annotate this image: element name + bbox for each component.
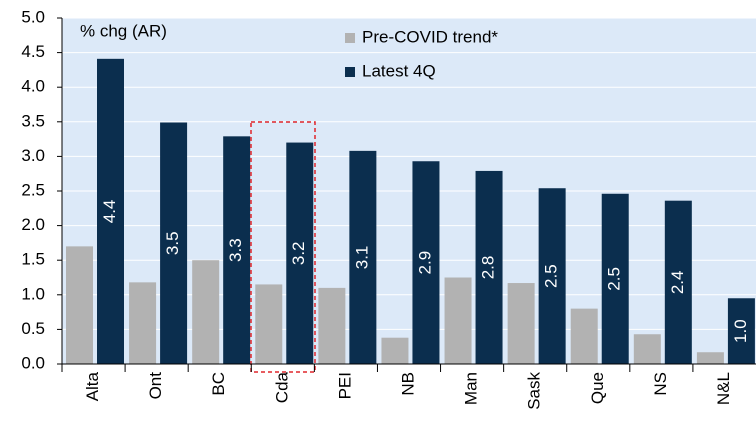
x-tick-label: Cda	[272, 371, 291, 403]
bar	[192, 260, 220, 364]
annotation: % chg (AR)	[80, 21, 167, 40]
data-label: 2.5	[542, 264, 561, 288]
bar	[444, 277, 472, 364]
x-tick-label: BC	[209, 372, 228, 396]
x-tick-label: N&L	[714, 372, 733, 405]
bar	[66, 246, 93, 364]
legend-swatch	[345, 33, 355, 43]
bar	[381, 337, 409, 364]
y-tick-label: 2.5	[21, 180, 45, 199]
y-tick-label: 3.5	[21, 111, 45, 130]
bar	[538, 188, 566, 364]
bar	[570, 308, 598, 364]
bar	[507, 283, 535, 364]
data-label: 3.1	[352, 246, 371, 270]
data-label: 2.4	[668, 271, 687, 295]
y-tick-label: 4.5	[21, 42, 45, 61]
x-tick-label: PEI	[335, 372, 354, 399]
y-tick-label: 4.0	[21, 77, 45, 96]
bar	[286, 142, 314, 364]
legend-swatch	[345, 67, 355, 77]
y-tick-label: 1.5	[21, 250, 45, 269]
bar	[255, 284, 283, 364]
data-label: 3.5	[163, 231, 182, 255]
x-tick-label: Man	[462, 372, 481, 405]
x-tick-label: Ont	[146, 372, 165, 400]
data-label: 3.3	[226, 238, 245, 262]
bar	[475, 170, 503, 364]
x-tick-label: NS	[651, 372, 670, 396]
y-tick-label: 5.0	[21, 7, 45, 26]
legend-label: Pre-COVID trend*	[362, 27, 498, 46]
data-label: 2.9	[415, 251, 434, 275]
bar	[349, 150, 377, 364]
y-tick-label: 3.0	[21, 146, 45, 165]
x-tick-label: Sask	[525, 372, 544, 410]
bar	[412, 161, 440, 364]
bars	[66, 58, 755, 364]
bar	[727, 298, 755, 364]
y-tick-label: 2.0	[21, 215, 45, 234]
y-tick-label: 1.0	[21, 284, 45, 303]
bar	[97, 58, 124, 364]
x-tick-label: NB	[398, 372, 417, 396]
y-tick-label: 0.0	[21, 353, 45, 372]
data-label: 2.5	[605, 267, 624, 291]
highlight-box	[250, 121, 316, 373]
bar	[129, 282, 157, 364]
data-label: 4.4	[100, 200, 119, 224]
y-tick-label: 0.5	[21, 319, 45, 338]
bar	[664, 200, 692, 364]
x-tick-label: Alta	[83, 371, 102, 401]
bar	[160, 122, 188, 364]
data-label: 2.8	[479, 256, 498, 280]
bar	[318, 287, 346, 364]
bar	[223, 136, 251, 364]
bar	[696, 352, 724, 364]
bar	[601, 193, 629, 364]
bar	[633, 334, 661, 364]
data-label: 1.0	[731, 319, 750, 343]
x-tick-label: Que	[588, 372, 607, 404]
data-label: 3.2	[289, 241, 308, 265]
legend-label: Latest 4Q	[362, 61, 436, 80]
